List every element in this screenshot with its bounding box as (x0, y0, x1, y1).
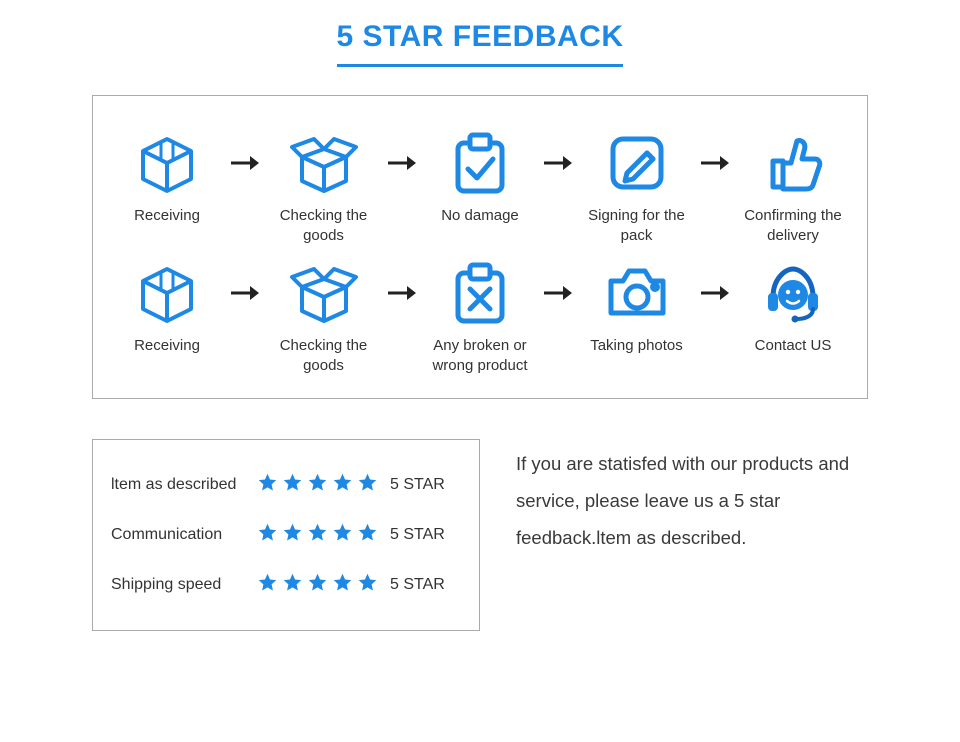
step-label: Receiving (134, 206, 200, 246)
step-label: Any broken or wrong product (424, 336, 536, 376)
row2-step-1: Checking the goods (268, 254, 380, 376)
rating-line-2: Shipping speed 5 STAR (111, 560, 461, 610)
clipboard-check-icon (444, 124, 516, 202)
row2-step-0: Receiving (111, 254, 223, 376)
star-icon (257, 522, 278, 548)
rating-text: 5 STAR (390, 476, 445, 494)
row1-step-2: No damage (424, 124, 536, 246)
arrow-icon (387, 254, 417, 332)
flow-row-2: Receiving Checking the goods Any broken … (111, 254, 849, 376)
arrow-icon (387, 124, 417, 202)
rating-label: ltem as described (111, 476, 257, 494)
row1-step-3: Signing for the pack (581, 124, 693, 246)
step-label: Receiving (134, 336, 200, 376)
clipboard-x-icon (444, 254, 516, 332)
arrow-icon (700, 124, 730, 202)
page-title: 5 STAR FEEDBACK (337, 20, 624, 67)
rating-box: ltem as described 5 STARCommunication 5 … (92, 439, 480, 631)
row1-step-1: Checking the goods (268, 124, 380, 246)
star-icon (257, 472, 278, 498)
page: 5 STAR FEEDBACK Receiving Checking the g… (0, 0, 960, 631)
thumbs-up-icon (757, 124, 829, 202)
rating-label: Shipping speed (111, 576, 257, 594)
star-icon (332, 472, 353, 498)
star-icon (307, 522, 328, 548)
row1-step-4: Confirming the delivery (737, 124, 849, 246)
star-icon (282, 472, 303, 498)
camera-icon (601, 254, 673, 332)
star-icon (307, 472, 328, 498)
flow-box: Receiving Checking the goods No damage S… (92, 95, 868, 399)
star-icon (307, 572, 328, 598)
step-label: No damage (441, 206, 519, 246)
step-label: Taking photos (590, 336, 683, 376)
step-label: Checking the goods (268, 206, 380, 246)
rating-stars (257, 472, 378, 498)
box-closed-icon (131, 254, 203, 332)
step-label: Checking the goods (268, 336, 380, 376)
step-label: Confirming the delivery (737, 206, 849, 246)
feedback-blurb: If you are statisfed with our products a… (516, 439, 868, 556)
arrow-icon (543, 254, 573, 332)
step-label: Contact US (755, 336, 832, 376)
rating-label: Communication (111, 526, 257, 544)
box-closed-icon (131, 124, 203, 202)
rating-line-1: Communication 5 STAR (111, 510, 461, 560)
rating-text: 5 STAR (390, 526, 445, 544)
arrow-icon (230, 254, 260, 332)
row2-step-2: Any broken or wrong product (424, 254, 536, 376)
row2-step-4: Contact US (737, 254, 849, 376)
bottom-row: ltem as described 5 STARCommunication 5 … (92, 439, 868, 631)
rating-stars (257, 572, 378, 598)
arrow-icon (230, 124, 260, 202)
step-label: Signing for the pack (581, 206, 693, 246)
rating-stars (257, 522, 378, 548)
row2-step-3: Taking photos (581, 254, 693, 376)
title-wrap: 5 STAR FEEDBACK (0, 20, 960, 67)
headset-icon (757, 254, 829, 332)
star-icon (357, 472, 378, 498)
star-icon (332, 522, 353, 548)
flow-row-1: Receiving Checking the goods No damage S… (111, 124, 849, 246)
star-icon (282, 522, 303, 548)
sign-icon (601, 124, 673, 202)
star-icon (257, 572, 278, 598)
star-icon (357, 572, 378, 598)
star-icon (332, 572, 353, 598)
row1-step-0: Receiving (111, 124, 223, 246)
arrow-icon (543, 124, 573, 202)
arrow-icon (700, 254, 730, 332)
rating-line-0: ltem as described 5 STAR (111, 460, 461, 510)
star-icon (282, 572, 303, 598)
rating-text: 5 STAR (390, 576, 445, 594)
box-open-icon (288, 254, 360, 332)
star-icon (357, 522, 378, 548)
box-open-icon (288, 124, 360, 202)
